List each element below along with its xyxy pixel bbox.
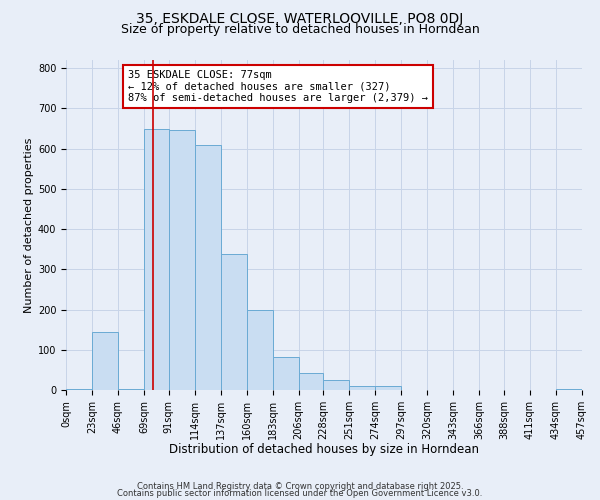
Bar (323, 380, 349, 390)
Bar (221, 254, 247, 390)
Bar (556, 389, 582, 390)
Bar (92, 332, 118, 390)
Bar (66, 389, 92, 390)
Bar (299, 373, 323, 390)
Text: Contains public sector information licensed under the Open Government Licence v3: Contains public sector information licen… (118, 489, 482, 498)
Bar (169, 130, 195, 390)
Bar (118, 389, 144, 390)
Text: 35 ESKDALE CLOSE: 77sqm
← 12% of detached houses are smaller (327)
87% of semi-d: 35 ESKDALE CLOSE: 77sqm ← 12% of detache… (128, 70, 428, 103)
Text: Contains HM Land Registry data © Crown copyright and database right 2025.: Contains HM Land Registry data © Crown c… (137, 482, 463, 491)
Bar (272, 356, 299, 390)
Bar (195, 144, 221, 390)
X-axis label: Distribution of detached houses by size in Horndean: Distribution of detached houses by size … (169, 444, 479, 456)
Text: 35, ESKDALE CLOSE, WATERLOOVILLE, PO8 0DJ: 35, ESKDALE CLOSE, WATERLOOVILLE, PO8 0D… (136, 12, 464, 26)
Bar (376, 386, 401, 390)
Bar (349, 386, 376, 390)
Bar (247, 310, 272, 390)
Text: Size of property relative to detached houses in Horndean: Size of property relative to detached ho… (121, 22, 479, 36)
Y-axis label: Number of detached properties: Number of detached properties (23, 138, 34, 312)
Bar (144, 129, 169, 390)
